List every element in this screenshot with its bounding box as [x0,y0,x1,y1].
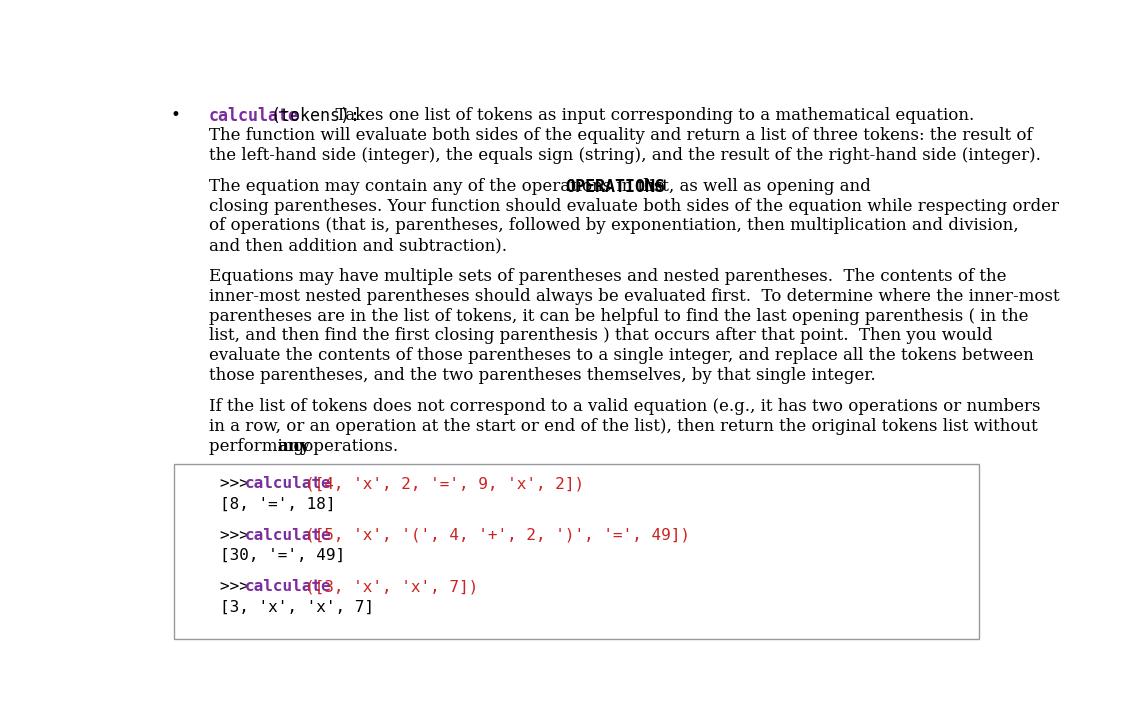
Text: calculate: calculate [244,579,331,595]
Text: Equations may have multiple sets of parentheses and nested parentheses.  The con: Equations may have multiple sets of pare… [208,268,1006,285]
Text: >>>: >>> [220,476,259,491]
Text: ([5, 'x', '(', 4, '+', 2, ')', '=', 49]): ([5, 'x', '(', 4, '+', 2, ')', '=', 49]) [305,528,690,542]
Text: calculate: calculate [208,107,298,126]
Text: the left-hand side (integer), the equals sign (string), and the result of the ri: the left-hand side (integer), the equals… [208,147,1041,164]
Text: •: • [171,107,180,124]
Text: The equation may contain any of the operations in the: The equation may contain any of the oper… [208,178,669,195]
Text: operations.: operations. [298,438,398,454]
Text: in a row, or an operation at the start or end of the list), then return the orig: in a row, or an operation at the start o… [208,417,1037,435]
Text: >>>: >>> [220,579,259,595]
Text: list, as well as opening and: list, as well as opening and [638,178,871,195]
Text: [30, '=', 49]: [30, '=', 49] [220,548,345,563]
Text: parentheses are in the list of tokens, it can be helpful to find the last openin: parentheses are in the list of tokens, i… [208,308,1028,325]
Text: ([4, 'x', 2, '=', 9, 'x', 2]): ([4, 'x', 2, '=', 9, 'x', 2]) [305,476,584,491]
Text: (tokens):: (tokens): [271,107,361,126]
Text: performing: performing [208,438,309,454]
Text: evaluate the contents of those parentheses to a single integer, and replace all : evaluate the contents of those parenthes… [208,347,1034,364]
Text: calculate: calculate [244,476,331,491]
FancyBboxPatch shape [173,464,980,640]
Text: closing parentheses. Your function should evaluate both sides of the equation wh: closing parentheses. Your function shoul… [208,197,1059,214]
Text: OPERATIONS: OPERATIONS [565,178,665,196]
Text: [3, 'x', 'x', 7]: [3, 'x', 'x', 7] [220,600,374,614]
Text: The function will evaluate both sides of the equality and return a list of three: The function will evaluate both sides of… [208,127,1033,144]
Text: and then addition and subtraction).: and then addition and subtraction). [208,237,506,254]
Text: inner-most nested parentheses should always be evaluated first.  To determine wh: inner-most nested parentheses should alw… [208,287,1060,305]
Text: those parentheses, and the two parentheses themselves, by that single integer.: those parentheses, and the two parenthes… [208,367,875,384]
Text: list, and then find the first closing parenthesis ) that occurs after that point: list, and then find the first closing pa… [208,327,992,345]
Text: >>>: >>> [220,528,259,542]
Text: of operations (that is, parentheses, followed by exponentiation, then multiplica: of operations (that is, parentheses, fol… [208,217,1018,234]
Text: calculate: calculate [244,528,331,542]
Text: Takes one list of tokens as input corresponding to a mathematical equation.: Takes one list of tokens as input corres… [325,107,974,124]
Text: [8, '=', 18]: [8, '=', 18] [220,497,335,511]
Text: any: any [277,438,309,454]
Text: If the list of tokens does not correspond to a valid equation (e.g., it has two : If the list of tokens does not correspon… [208,398,1041,415]
Text: ([3, 'x', 'x', 7]): ([3, 'x', 'x', 7]) [305,579,478,595]
